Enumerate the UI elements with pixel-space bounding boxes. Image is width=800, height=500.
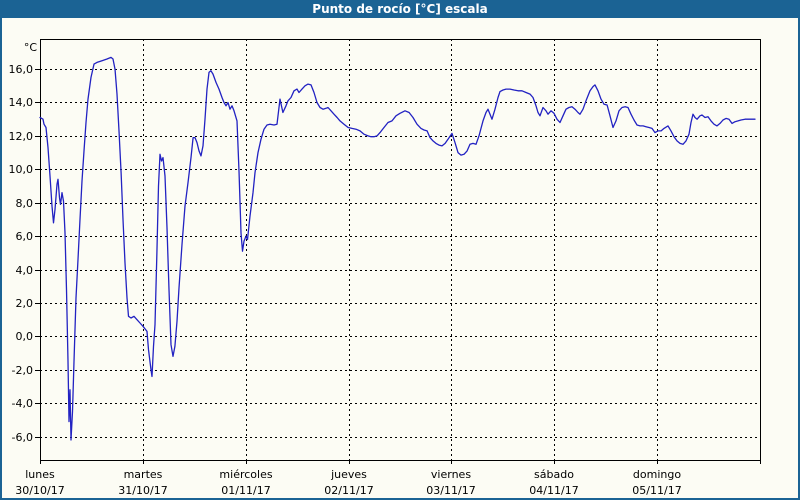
- window-title: Punto de rocío [°C] escala: [312, 2, 488, 16]
- y-tick-label: 16,0: [9, 63, 34, 76]
- day-name-label: miércoles: [219, 468, 272, 481]
- plot-border: [40, 39, 761, 461]
- day-name-label: domingo: [633, 468, 681, 481]
- y-axis-unit-label: °C: [24, 41, 38, 54]
- y-tick-label: 4,0: [16, 264, 34, 277]
- y-tick-label: 12,0: [9, 130, 34, 143]
- day-name-label: viernes: [431, 468, 471, 481]
- day-date-label: 03/11/17: [426, 484, 475, 497]
- y-tick-label: 8,0: [16, 197, 34, 210]
- day-date-label: 01/11/17: [221, 484, 270, 497]
- y-tick-label: 0,0: [16, 330, 34, 343]
- day-name-label: jueves: [330, 468, 367, 481]
- day-date-label: 02/11/17: [324, 484, 373, 497]
- y-tick-label: 10,0: [9, 163, 34, 176]
- day-date-label: 05/11/17: [632, 484, 681, 497]
- dewpoint-series-line: [39, 56, 756, 441]
- day-name-label: lunes: [25, 468, 55, 481]
- y-axis-labels: 16,0 14,0 12,0 10,0 8,0 6,0 4,0 2,0 0,0 -2,0 -4,0 -…: [9, 41, 38, 444]
- x-axis-labels: lunes 30/10/17 martes 31/10/17 miércoles 01/1…: [15, 468, 681, 497]
- day-name-label: martes: [124, 468, 163, 481]
- y-tick-label: -4,0: [12, 397, 33, 410]
- day-date-label: 30/10/17: [15, 484, 64, 497]
- day-date-label: 04/11/17: [529, 484, 578, 497]
- day-name-label: sábado: [534, 468, 574, 481]
- title-bar: Punto de rocío [°C] escala: [0, 0, 800, 18]
- y-tick-label: -6,0: [12, 431, 33, 444]
- y-tick-label: -2,0: [12, 364, 33, 377]
- y-tick-label: 14,0: [9, 96, 34, 109]
- grid-lines: [40, 39, 760, 460]
- y-tick-label: 6,0: [16, 230, 34, 243]
- y-tick-label: 2,0: [16, 297, 34, 310]
- day-date-label: 31/10/17: [118, 484, 167, 497]
